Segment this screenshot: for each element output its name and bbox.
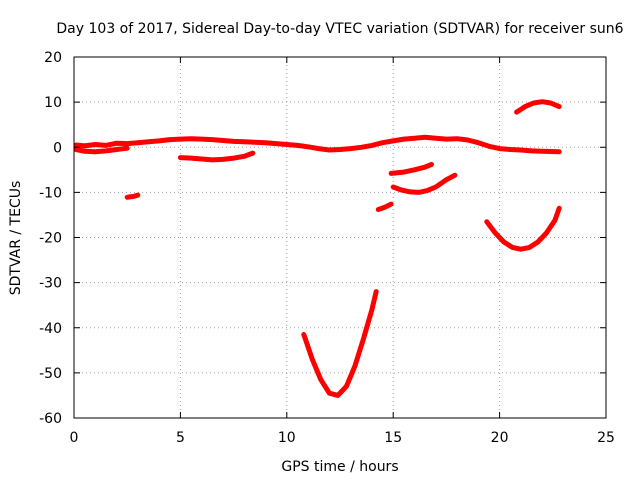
y-tick-label: -60	[39, 411, 62, 427]
series-seg-f	[390, 172, 458, 195]
y-tick-label: -20	[39, 231, 62, 247]
y-tick-label: 0	[53, 140, 62, 156]
x-tick-labels: 0 5 10 15 20 25	[70, 430, 615, 446]
y-tick-label: 20	[44, 50, 62, 66]
series-seg-c	[301, 289, 379, 398]
grid	[74, 57, 606, 418]
x-tick-label: 25	[597, 430, 615, 446]
y-tick-label: -50	[39, 366, 62, 382]
x-tick-label: 5	[176, 430, 185, 446]
chart-title: Day 103 of 2017, Sidereal Day-to-day VTE…	[56, 21, 623, 37]
series-seg-main-2	[73, 145, 130, 155]
series-seg-a	[177, 150, 256, 163]
series-group	[73, 99, 562, 398]
y-tick-label: 10	[44, 95, 62, 111]
y-tick-label: -40	[39, 321, 62, 337]
x-tick-label: 20	[491, 430, 509, 446]
series-seg-g	[484, 205, 562, 252]
x-tick-label: 0	[70, 430, 79, 446]
y-tick-labels: -60 -50 -40 -30 -20 -10 0 10 20	[39, 50, 62, 427]
series-seg-e	[388, 161, 434, 176]
x-axis-label: GPS time / hours	[281, 459, 398, 475]
y-tick-label: -10	[39, 185, 62, 201]
axis-ticks	[73, 56, 607, 419]
x-tick-label: 15	[384, 430, 402, 446]
x-tick-label: 10	[278, 430, 296, 446]
y-tick-label: -30	[39, 276, 62, 292]
series-seg-h	[514, 99, 562, 115]
y-axis-label: SDTVAR / TECUs	[8, 181, 24, 296]
series-seg-b	[124, 192, 141, 200]
series-seg-d	[375, 201, 394, 212]
series-seg-main-1	[73, 134, 562, 155]
